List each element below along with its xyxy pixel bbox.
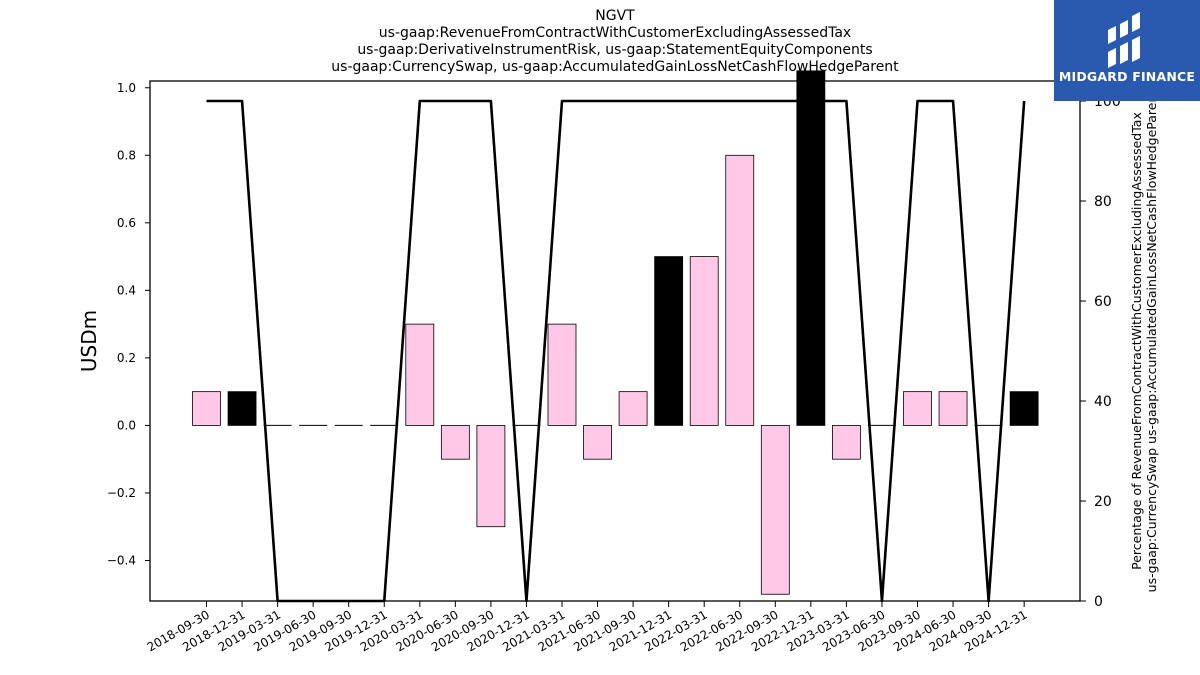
logo: MIDGARD FINANCE: [1054, 0, 1200, 101]
logo-text: MIDGARD FINANCE: [1058, 69, 1196, 84]
title-line: us-gaap:CurrencySwap, us-gaap:Accumulate…: [331, 59, 899, 75]
title-line: us-gaap:RevenueFromContractWithCustomerE…: [379, 25, 851, 41]
percentage-line: [206, 99, 1026, 603]
bar: [476, 425, 506, 528]
y-axis-left: −0.4 −0.2 0.0 0.2 0.4 0.6 0.8 1.0: [107, 81, 150, 567]
bar: [689, 256, 719, 426]
y-tick-label-right: 80: [1094, 194, 1112, 210]
bar: [583, 425, 612, 460]
y-tick-label-right: 40: [1094, 394, 1112, 410]
bar: [1009, 391, 1039, 426]
bar: [618, 391, 648, 426]
bar: [192, 391, 221, 426]
chart-title: NGVTus-gaap:RevenueFromContractWithCusto…: [331, 8, 899, 75]
bar: [440, 425, 470, 460]
y-tick-label-right: 60: [1094, 294, 1112, 310]
y-axis-label-right-line: Percentage of RevenueFromContractWithCus…: [1129, 112, 1144, 570]
y-tick-label: −0.2: [107, 486, 136, 500]
y-axis-label-right-line: us-gaap:CurrencySwap us-gaap:Accumulated…: [1144, 90, 1159, 593]
bar: [760, 425, 790, 595]
y-axis-label-right: Percentage of RevenueFromContractWithCus…: [1129, 90, 1159, 593]
logo-mark-icon: [1108, 12, 1140, 68]
series-line: [206, 99, 1026, 603]
y-tick-label: 1.0: [117, 81, 136, 95]
y-tick-label: 0.0: [117, 418, 136, 432]
bar: [405, 323, 435, 426]
bar: [725, 154, 755, 426]
bar: [227, 391, 257, 426]
bars: [192, 70, 1039, 595]
bar: [654, 256, 684, 426]
bar: [903, 391, 932, 426]
y-tick-label-right: 20: [1094, 494, 1112, 510]
bar: [796, 70, 826, 426]
x-axis: 2018-09-302018-12-312019-03-312019-06-30…: [145, 601, 1030, 654]
plot-frame: [149, 80, 1081, 602]
y-tick-label: −0.4: [107, 553, 136, 567]
y-tick-label: 0.4: [117, 283, 136, 297]
y-tick-label-right: 0: [1094, 594, 1103, 610]
y-tick-label: 0.2: [117, 351, 136, 365]
bar: [832, 425, 861, 460]
title-line: us-gaap:DerivativeInstrumentRisk, us-gaa…: [357, 42, 872, 58]
y-axis-label-left: USDm: [77, 310, 101, 372]
bar: [938, 391, 968, 426]
bar: [547, 323, 577, 426]
title-line: NGVT: [595, 8, 635, 24]
y-tick-label: 0.6: [117, 216, 136, 230]
y-tick-label: 0.8: [117, 148, 136, 162]
